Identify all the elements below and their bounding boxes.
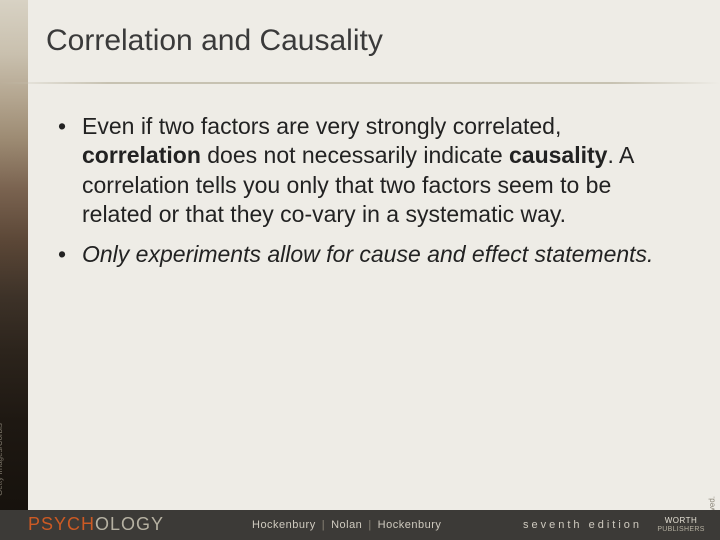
publisher-logo-top: WORTH (665, 517, 698, 525)
left-image-strip (0, 0, 28, 540)
divider-line (0, 82, 720, 84)
author-name: Hockenbury (378, 519, 442, 531)
publisher-logo-bottom: PUBLISHERS (657, 526, 704, 533)
title-area: Correlation and Causality (46, 24, 690, 58)
authors-line: Hockenbury | Nolan | Hockenbury (252, 519, 441, 531)
bullet-list: Even if two factors are very strongly co… (58, 112, 676, 269)
image-credit-left: Getty Images/Corbis (0, 423, 4, 496)
edition-label: seventh edition (523, 519, 642, 531)
brand-muted: OLOGY (95, 514, 164, 534)
separator-bar: | (322, 519, 325, 531)
separator-bar: | (368, 519, 371, 531)
slide: Correlation and Causality Even if two fa… (0, 0, 720, 540)
bullet-item: Even if two factors are very strongly co… (58, 112, 676, 230)
author-name: Hockenbury (252, 519, 316, 531)
author-name: Nolan (331, 519, 362, 531)
footer-bar: PSYCHOLOGY Hockenbury | Nolan | Hockenbury s… (0, 510, 720, 540)
body-area: Even if two factors are very strongly co… (58, 112, 676, 279)
bullet-item: Only experiments allow for cause and eff… (58, 240, 676, 269)
slide-title: Correlation and Causality (46, 24, 690, 58)
brand-title: PSYCHOLOGY (28, 514, 164, 535)
brand-accent: PSYCH (28, 514, 95, 534)
publisher-logo: WORTH PUBLISHERS (652, 513, 710, 537)
